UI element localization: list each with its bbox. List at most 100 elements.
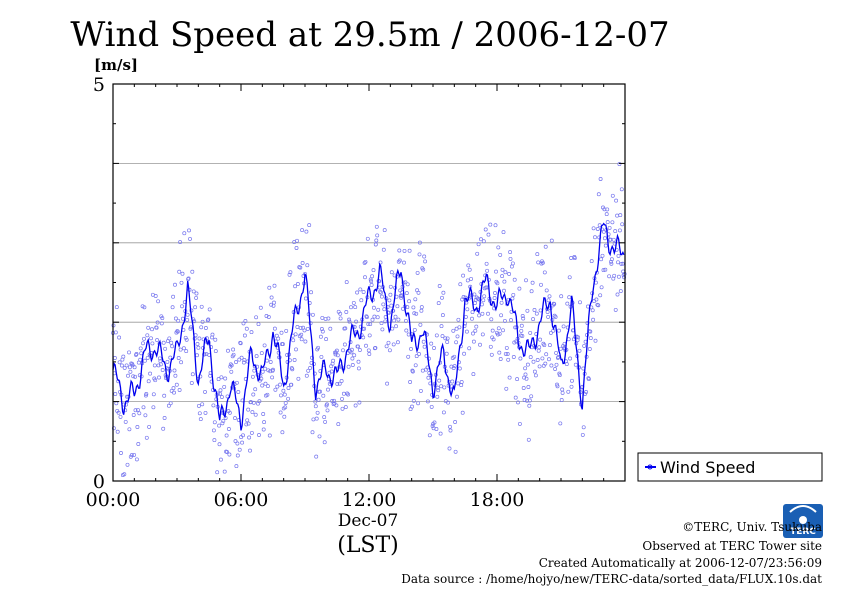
data-point <box>133 408 138 413</box>
data-point <box>503 270 508 275</box>
data-point <box>419 305 424 310</box>
data-point <box>290 367 295 372</box>
data-point <box>343 405 348 410</box>
data-point <box>163 346 168 351</box>
data-point <box>395 340 400 345</box>
data-point <box>203 326 208 330</box>
data-point <box>389 303 394 308</box>
data-point <box>187 228 191 233</box>
data-point <box>235 441 240 446</box>
data-point <box>113 392 118 396</box>
data-point <box>323 316 328 321</box>
data-point <box>414 354 419 359</box>
data-point <box>146 325 151 330</box>
data-point <box>210 332 215 337</box>
data-point <box>459 383 464 388</box>
data-point <box>553 367 558 371</box>
data-point <box>458 282 463 287</box>
series-line <box>112 222 625 431</box>
data-point <box>413 297 418 302</box>
data-point <box>280 342 285 347</box>
data-point <box>220 421 225 426</box>
data-point <box>169 340 174 345</box>
data-point <box>605 207 610 212</box>
data-point <box>603 243 608 248</box>
data-point <box>572 256 577 261</box>
data-point <box>346 392 351 397</box>
data-point <box>282 414 287 419</box>
data-point <box>493 291 497 295</box>
data-point <box>112 356 117 360</box>
data-point <box>397 248 402 253</box>
data-point <box>430 424 435 428</box>
data-point <box>411 398 416 403</box>
data-point <box>519 328 524 333</box>
data-point <box>272 283 277 288</box>
data-point <box>600 253 605 258</box>
data-point <box>552 302 557 306</box>
data-point <box>486 311 490 316</box>
data-point <box>283 405 288 410</box>
data-point <box>121 354 126 359</box>
data-point <box>369 279 374 284</box>
data-point <box>423 259 428 264</box>
data-point <box>361 290 366 294</box>
data-point <box>602 236 607 241</box>
data-point <box>610 193 615 198</box>
data-point <box>207 307 212 312</box>
data-point <box>569 256 574 260</box>
data-point <box>271 367 275 372</box>
data-point <box>239 355 244 360</box>
data-point <box>195 353 199 358</box>
data-point <box>295 238 299 243</box>
data-point <box>466 263 471 268</box>
data-point <box>439 384 444 389</box>
data-point <box>549 238 554 243</box>
data-point <box>129 453 134 458</box>
data-point <box>211 428 216 433</box>
x-tick-label: 06:00 <box>214 489 269 511</box>
data-point <box>525 362 530 367</box>
data-point <box>560 387 565 392</box>
data-point <box>234 464 239 469</box>
data-point <box>523 366 528 371</box>
data-point <box>436 301 441 306</box>
data-point <box>435 385 440 390</box>
data-point <box>146 379 151 384</box>
data-point <box>175 329 180 334</box>
data-point <box>613 307 618 312</box>
legend-label: Wind Speed <box>660 458 755 477</box>
data-point <box>459 380 464 384</box>
data-point <box>373 345 378 350</box>
data-point <box>160 316 165 321</box>
data-point <box>203 389 207 394</box>
data-point <box>303 339 308 344</box>
data-point <box>387 348 392 353</box>
data-point <box>311 417 316 422</box>
x-tick-label: 18:00 <box>470 489 525 511</box>
data-point <box>224 433 229 438</box>
data-point <box>233 439 238 444</box>
data-point <box>438 431 443 436</box>
data-point <box>294 246 299 250</box>
data-point <box>593 338 598 343</box>
legend: Wind Speed <box>637 452 823 482</box>
data-point <box>294 347 298 352</box>
data-point <box>254 315 259 320</box>
data-point <box>607 225 612 230</box>
data-point <box>513 395 518 400</box>
y-tick-label: 5 <box>93 74 105 96</box>
data-point <box>313 404 318 409</box>
data-point <box>310 430 315 435</box>
data-point <box>135 425 140 429</box>
data-point <box>446 400 451 405</box>
data-point <box>565 301 570 306</box>
data-point <box>145 355 150 360</box>
data-point <box>619 187 624 192</box>
data-point <box>413 363 418 368</box>
data-point <box>199 325 204 330</box>
data-point <box>319 354 324 359</box>
data-point <box>477 297 482 302</box>
data-point <box>160 368 165 372</box>
data-point <box>182 231 187 236</box>
